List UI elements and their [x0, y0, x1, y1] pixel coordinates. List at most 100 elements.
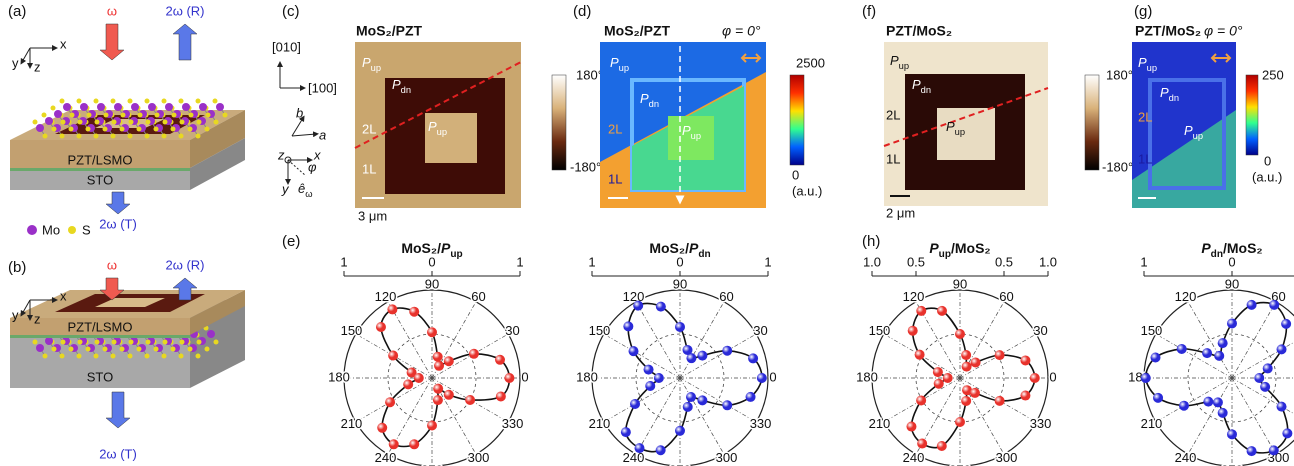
- data-point: [916, 395, 926, 405]
- data-point: [403, 379, 413, 389]
- text-part: P: [890, 53, 899, 68]
- atom: [120, 127, 125, 132]
- data-point: [409, 307, 419, 317]
- data-point: [1177, 344, 1187, 354]
- text-part: P: [610, 55, 619, 70]
- text-part: P: [1160, 85, 1169, 100]
- data-point: [908, 326, 918, 336]
- text-part: dn: [921, 85, 931, 95]
- data-point: [915, 350, 925, 360]
- map-title: MoS₂/PZT: [604, 23, 671, 39]
- label: STO: [87, 172, 114, 187]
- data-point: [623, 321, 633, 331]
- data-point: [955, 329, 965, 339]
- data-point: [1247, 446, 1257, 456]
- atom: [129, 120, 134, 125]
- data-point: [633, 301, 643, 311]
- atom: [87, 113, 92, 118]
- atom: [36, 124, 44, 132]
- r-tick-label: 0: [1228, 254, 1235, 269]
- grid-line: [604, 334, 680, 378]
- angle-label: 150: [1141, 323, 1163, 338]
- text-part: ê: [298, 181, 305, 196]
- atom: [165, 103, 173, 111]
- panel-label: (a): [8, 3, 26, 20]
- beam-arrow: [173, 24, 197, 60]
- atom: [42, 113, 47, 118]
- beam-arrow: [106, 192, 130, 214]
- atom: [188, 127, 193, 132]
- map-title: φ = 0°: [722, 23, 761, 39]
- data-point: [1254, 373, 1264, 383]
- atom: [103, 127, 108, 132]
- data-point: [1141, 373, 1151, 383]
- data-point: [388, 351, 398, 361]
- map-f: (f) PZT/MoS₂ Pup Pdn Pup 2L 1L 2 μm 180°…: [862, 3, 1133, 220]
- data-point: [1282, 428, 1292, 438]
- layer-label: 2L: [362, 121, 376, 136]
- atom: [196, 134, 201, 139]
- axis-label: y: [281, 181, 290, 196]
- atom: [51, 106, 56, 111]
- r-tick-label: 1: [764, 254, 771, 269]
- data-point: [1203, 397, 1213, 407]
- atom: [77, 134, 82, 139]
- colorbar-label: (a.u.): [792, 183, 822, 198]
- angle-label: 60: [471, 289, 485, 304]
- panel-label: (e): [282, 233, 300, 250]
- atom: [199, 103, 207, 111]
- axis: [292, 118, 303, 136]
- angle-label: 240: [903, 450, 925, 465]
- colorbar: [790, 75, 804, 165]
- atom: [77, 354, 82, 359]
- data-point: [1213, 397, 1223, 407]
- axis: [292, 134, 316, 136]
- atom: [179, 134, 184, 139]
- atom: [146, 340, 151, 345]
- data-point: [444, 390, 454, 400]
- angle-label: 330: [1030, 416, 1052, 431]
- atom: [70, 113, 75, 118]
- polar-chart: MoS₂/Pdn10103060901201501802102402703003…: [576, 240, 776, 466]
- angle-label: 90: [1225, 276, 1239, 291]
- atom: [94, 134, 99, 139]
- axis-label: φ: [308, 159, 317, 174]
- angle-label: 60: [719, 289, 733, 304]
- layer: [10, 168, 190, 171]
- map-title: φ = 0°: [1204, 23, 1243, 39]
- atom: [69, 127, 74, 132]
- text-part: /MoS₂: [951, 240, 991, 256]
- atom: [214, 120, 219, 125]
- angle-label: 180: [576, 369, 598, 384]
- text-part: P: [640, 91, 649, 106]
- atom: [196, 354, 201, 359]
- text-part: up: [955, 127, 965, 137]
- text-part: P: [946, 119, 955, 134]
- data-point: [630, 399, 640, 409]
- colorbar-label: (a.u.): [1252, 169, 1282, 184]
- atom: [214, 340, 219, 345]
- r-tick-label: 1: [1140, 254, 1147, 269]
- data-point: [697, 395, 707, 405]
- atom: [162, 354, 167, 359]
- atom: [94, 354, 99, 359]
- r-tick-label: 1: [340, 254, 347, 269]
- atom: [205, 127, 210, 132]
- lattice-label: a: [319, 127, 326, 142]
- angle-label: 0: [521, 369, 528, 384]
- grid-line: [680, 378, 724, 454]
- colorbar: [552, 75, 566, 170]
- data-point: [1227, 318, 1237, 328]
- atom: [33, 340, 38, 345]
- angle-label: 240: [375, 450, 397, 465]
- data-point: [654, 373, 664, 383]
- atom: [145, 99, 150, 104]
- data-point: [656, 445, 666, 455]
- data-point: [955, 417, 965, 427]
- angle-label: 210: [869, 416, 891, 431]
- atom: [163, 120, 168, 125]
- map-d: (d) MoS₂/PZT φ = 0° Pup Pdn Pup 2L 1L 25…: [573, 3, 825, 208]
- legend-label: S: [82, 222, 91, 237]
- fit-line: [381, 308, 509, 446]
- r-tick-label: 0: [428, 254, 435, 269]
